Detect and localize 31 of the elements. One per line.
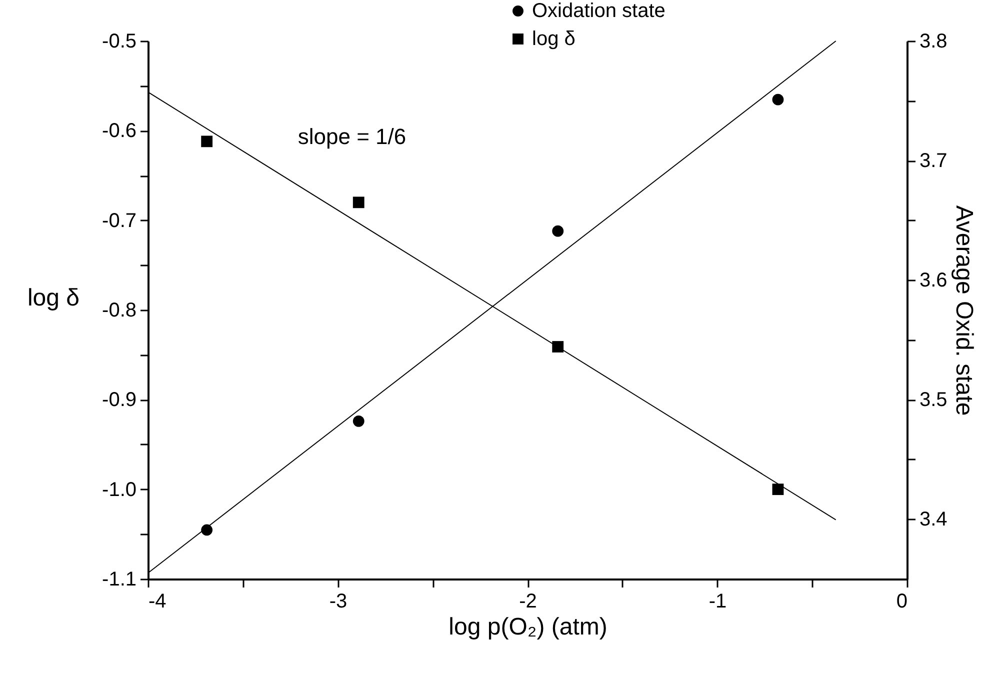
y-tick-label: -0.9 [102,389,136,412]
point [772,94,784,106]
y-axis-title: log δ [27,284,80,312]
y-tick-label: -0.6 [102,120,136,142]
legend-label: log δ [532,28,576,50]
point [201,136,213,148]
y-tick-label: -1.1 [102,568,136,590]
annotation: slope = 1/6 [298,124,406,149]
y2-tick-label: 3.7 [920,150,948,172]
x-axis-title: log p(O₂) (atm) [448,614,608,640]
y2-axis-title: Average Oxid. state [950,205,978,416]
y-tick-label: -1.0 [102,478,136,501]
point [552,225,564,237]
x-tick-label: 0 [896,590,908,612]
point [352,196,364,208]
point [201,524,213,536]
point [552,341,564,352]
y2-tick-label: 3.4 [920,508,948,531]
legend-label: Oxidation state [532,0,666,22]
point [772,484,784,496]
x-tick-label: -1 [708,590,727,612]
y2-tick-label: 3.8 [920,30,948,52]
y2-tick-label: 3.6 [920,270,948,292]
y2-tick-label: 3.5 [920,389,948,412]
x-tick-label: -3 [329,590,348,612]
y-tick-label: -0.7 [102,210,136,232]
y-tick-label: -0.5 [102,30,136,52]
x-tick-label: -4 [148,590,166,612]
x-tick-label: -2 [519,590,537,612]
y-tick-label: -0.8 [102,300,136,322]
point [352,415,364,427]
